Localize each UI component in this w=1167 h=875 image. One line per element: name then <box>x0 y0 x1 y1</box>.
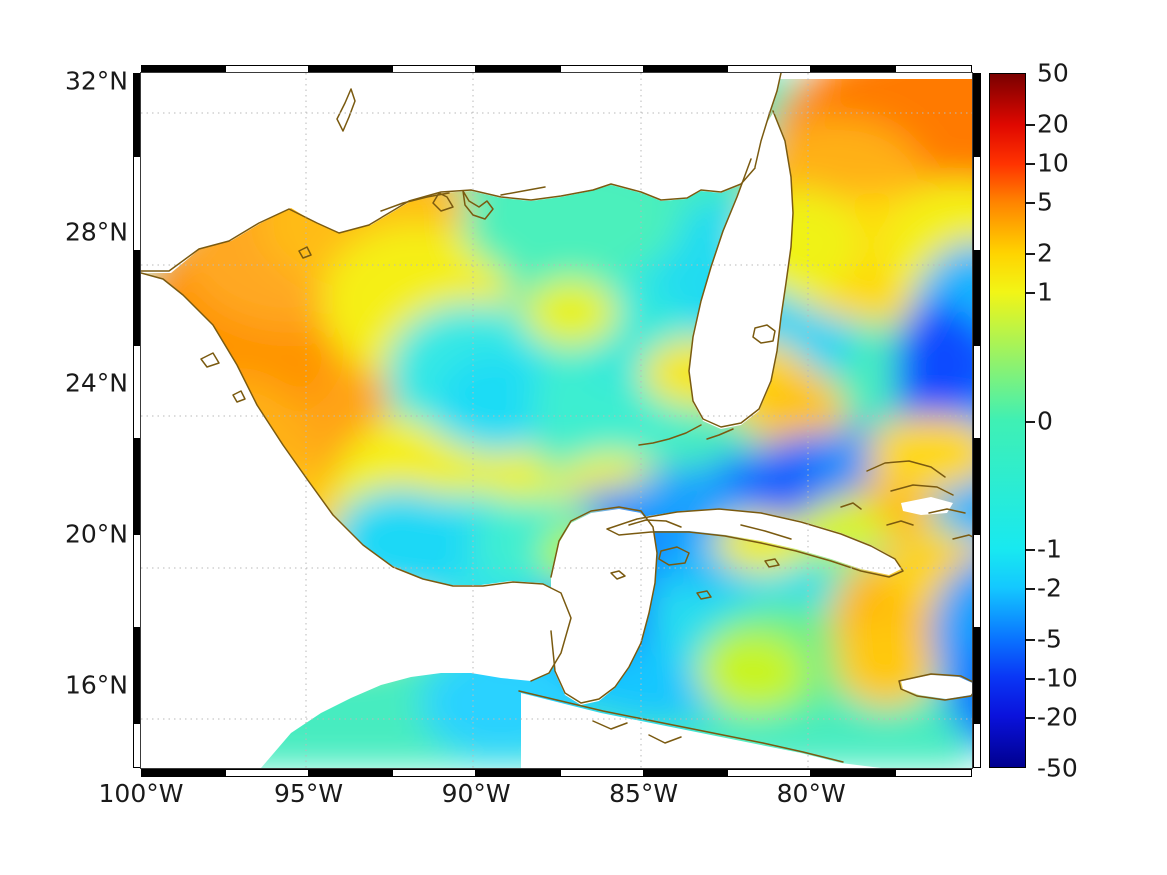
frame-segment-bottom <box>811 769 895 777</box>
colorbar-tick-mark <box>1026 162 1035 165</box>
colorbar-tick-label: 0 <box>1037 406 1053 435</box>
frame-segment-right <box>973 344 981 440</box>
colorbar-tick-label: 2 <box>1037 238 1053 268</box>
frame-segment-bottom <box>224 769 309 777</box>
frame-segment-right <box>973 156 981 251</box>
colorbar-tick-mark <box>1026 124 1035 127</box>
lon-tick-label: 90°W <box>441 779 511 808</box>
frame-segment-bottom <box>476 769 560 777</box>
frame-segment-right <box>973 722 981 768</box>
map-clip <box>141 73 972 768</box>
colorbar-tick-mark <box>1026 291 1035 294</box>
colorbar-tick-label: 20 <box>1037 109 1069 139</box>
lon-tick-label: 80°W <box>776 779 846 808</box>
colorbar-tick-label: -10 <box>1037 663 1078 693</box>
colorbar-tick-label: -5 <box>1037 624 1062 654</box>
frame-segment-top <box>392 65 477 73</box>
colorbar-tick-label: 5 <box>1037 187 1053 217</box>
graticule-gridlines <box>141 73 972 768</box>
frame-segment-bottom <box>392 769 477 777</box>
frame-segment-bottom <box>643 769 728 777</box>
colorbar-tick-label: -50 <box>1037 753 1078 783</box>
frame-segment-left <box>133 250 141 345</box>
coastline-and-land-layer <box>141 73 972 768</box>
colorbar-tick-mark <box>1026 639 1035 642</box>
colorbar-tick-label: 1 <box>1037 277 1053 307</box>
frame-segment-top <box>476 65 560 73</box>
frame-segment-top <box>727 65 812 73</box>
frame-segment-top <box>643 65 728 73</box>
lon-tick-label: 85°W <box>609 779 679 808</box>
lat-tick-label: 28°N <box>64 217 128 247</box>
lon-tick-label: 95°W <box>274 779 344 808</box>
colorbar-tick-label: -1 <box>1037 534 1062 564</box>
colorbar-tick-label: -20 <box>1037 702 1078 732</box>
colorbar-tick-label: 10 <box>1037 148 1069 178</box>
lat-tick-label: 16°N <box>64 670 128 700</box>
colorbar-tick-mark <box>1026 588 1035 590</box>
frame-segment-left <box>133 722 141 768</box>
frame-segment-right <box>973 533 981 629</box>
frame-segment-top <box>559 65 644 73</box>
map-axes[interactable] <box>141 73 972 768</box>
colorbar-tick-mark <box>1026 420 1035 423</box>
frame-segment-top <box>224 65 309 73</box>
lon-tick-label: 100°W <box>98 779 184 808</box>
frame-segment-right <box>973 250 981 345</box>
frame-segment-right <box>973 628 981 723</box>
colorbar-tick-mark <box>1026 252 1035 255</box>
colorbar-tick-label: 50 <box>1037 58 1069 88</box>
frame-segment-top <box>894 65 972 73</box>
colorbar-tick-mark <box>1026 716 1035 719</box>
coastlines <box>141 73 972 763</box>
land-mask <box>141 73 972 768</box>
colorbar-tick-mark <box>1026 201 1035 204</box>
frame-segment-bottom <box>559 769 644 777</box>
lat-tick-label: 32°N <box>64 66 128 96</box>
frame-segment-top <box>308 65 393 73</box>
frame-segment-right <box>973 439 981 534</box>
frame-segment-bottom <box>141 769 225 777</box>
colorbar-tick-mark <box>1026 678 1035 680</box>
colorbar-tick-mark <box>1026 549 1035 552</box>
colorbar-tick-label: -2 <box>1037 573 1062 603</box>
frame-segment-bottom <box>308 769 393 777</box>
lat-tick-label: 20°N <box>64 519 128 549</box>
frame-segment-bottom <box>727 769 812 777</box>
colorbar-gradient <box>990 74 1025 767</box>
frame-segment-right <box>973 73 981 157</box>
frame-segment-top <box>811 65 895 73</box>
lat-tick-label: 24°N <box>64 368 128 398</box>
frame-segment-bottom <box>894 769 972 777</box>
colorbar[interactable] <box>989 73 1026 768</box>
